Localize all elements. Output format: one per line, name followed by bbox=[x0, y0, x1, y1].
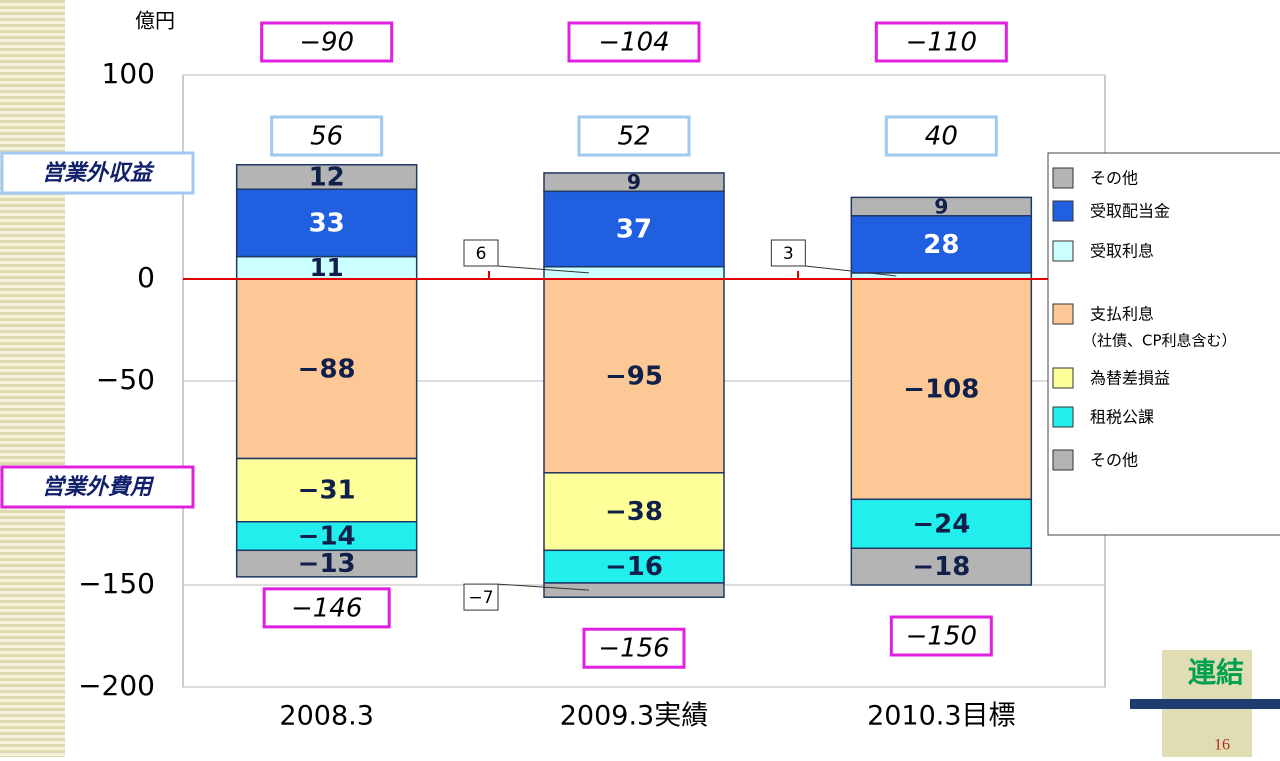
callout-box bbox=[463, 239, 499, 267]
legend-label: 支払利息 bbox=[1090, 305, 1154, 324]
page-number: 16 bbox=[1214, 737, 1230, 754]
total-box bbox=[270, 115, 384, 157]
legend-swatch bbox=[1052, 449, 1074, 471]
data-label: 12 bbox=[309, 163, 345, 193]
legend-label: 受取配当金 bbox=[1090, 202, 1170, 221]
legend-swatch bbox=[1052, 406, 1074, 428]
data-label: 28 bbox=[923, 230, 959, 260]
legend-swatch bbox=[1052, 167, 1074, 189]
legend-label: 為替差損益 bbox=[1090, 369, 1170, 388]
total-box bbox=[260, 21, 394, 63]
callout-line bbox=[497, 583, 590, 591]
total-label: 56 bbox=[310, 122, 343, 152]
callout-box bbox=[463, 583, 499, 611]
data-label: −24 bbox=[912, 509, 970, 539]
legend-swatch bbox=[1052, 240, 1074, 262]
callout-line bbox=[497, 265, 590, 274]
bar-segment bbox=[543, 582, 725, 598]
bar-segment bbox=[850, 547, 1033, 586]
bar-segment bbox=[235, 188, 418, 258]
x-tick-label: 2008.3 bbox=[279, 701, 373, 732]
total-box bbox=[582, 627, 686, 669]
annotation: 営業外収益 bbox=[42, 160, 155, 186]
total-label: −90 bbox=[299, 28, 354, 58]
data-label: 37 bbox=[616, 215, 652, 245]
y-tick-label: −50 bbox=[96, 363, 155, 396]
data-label: 9 bbox=[627, 170, 641, 194]
data-label: −108 bbox=[903, 375, 979, 405]
data-label: −14 bbox=[298, 522, 356, 552]
data-label: 3 bbox=[783, 244, 794, 264]
x-tick-label: 2009.3実績 bbox=[560, 701, 708, 732]
annotation-box bbox=[0, 465, 195, 509]
legend-swatch bbox=[1052, 367, 1074, 389]
side-decoration bbox=[0, 0, 65, 757]
data-label: −13 bbox=[298, 549, 356, 579]
y-tick-label: 0 bbox=[137, 261, 155, 294]
callout-box bbox=[770, 239, 806, 267]
bar-segment bbox=[235, 457, 418, 523]
unit-label: 億円 bbox=[135, 9, 175, 33]
badge-bar bbox=[1130, 699, 1280, 709]
bar-segment bbox=[850, 498, 1033, 550]
total-box bbox=[884, 115, 998, 157]
data-label: −16 bbox=[605, 552, 663, 582]
bar-segment bbox=[850, 215, 1033, 274]
bar-segment bbox=[543, 190, 725, 268]
data-label: −31 bbox=[298, 476, 356, 506]
bar-segment bbox=[235, 549, 418, 578]
total-box bbox=[567, 21, 701, 63]
bar-segment bbox=[850, 196, 1033, 217]
legend-swatch bbox=[1052, 303, 1074, 325]
data-label: 33 bbox=[309, 208, 345, 238]
bar-segment bbox=[235, 521, 418, 552]
total-label: −150 bbox=[906, 622, 977, 652]
total-label: −104 bbox=[598, 28, 669, 58]
legend-label: 租税公課 bbox=[1090, 408, 1154, 427]
total-box bbox=[577, 115, 691, 157]
y-tick-label: −150 bbox=[78, 567, 155, 600]
total-label: 52 bbox=[617, 122, 650, 152]
bar-segment bbox=[235, 164, 418, 190]
bar-segment bbox=[543, 549, 725, 584]
data-label: −88 bbox=[298, 354, 356, 384]
annotation: 営業外費用 bbox=[42, 474, 155, 500]
legend-label: その他 bbox=[1090, 451, 1138, 470]
x-tick-label: 2010.3目標 bbox=[867, 701, 1015, 732]
bar-segment bbox=[235, 278, 418, 460]
total-box bbox=[889, 615, 993, 657]
data-label: −18 bbox=[912, 552, 970, 582]
bar-segment bbox=[543, 266, 725, 280]
total-box bbox=[262, 587, 391, 629]
bar-segment bbox=[543, 172, 725, 193]
legend-note: （社債、CP利息含む） bbox=[1082, 332, 1237, 350]
total-box bbox=[874, 21, 1008, 63]
data-label: 9 bbox=[934, 195, 948, 219]
total-label: −146 bbox=[291, 593, 362, 623]
legend-swatch bbox=[1052, 200, 1074, 222]
data-label: −95 bbox=[605, 361, 663, 391]
badge: 連結 bbox=[1188, 656, 1244, 689]
data-label: −38 bbox=[605, 497, 663, 527]
y-tick-label: 100 bbox=[102, 57, 155, 90]
data-label: 11 bbox=[310, 253, 344, 282]
data-label: 6 bbox=[476, 244, 487, 264]
legend-label: 受取利息 bbox=[1090, 242, 1154, 261]
legend bbox=[1047, 152, 1280, 536]
data-label: −7 bbox=[468, 588, 493, 608]
total-label: −110 bbox=[906, 28, 977, 58]
y-tick-label: −200 bbox=[78, 669, 155, 702]
annotation-box bbox=[0, 151, 195, 195]
total-label: −156 bbox=[598, 634, 669, 664]
legend-label: その他 bbox=[1090, 169, 1138, 188]
total-label: 40 bbox=[925, 122, 958, 152]
bar-segment bbox=[850, 278, 1033, 501]
